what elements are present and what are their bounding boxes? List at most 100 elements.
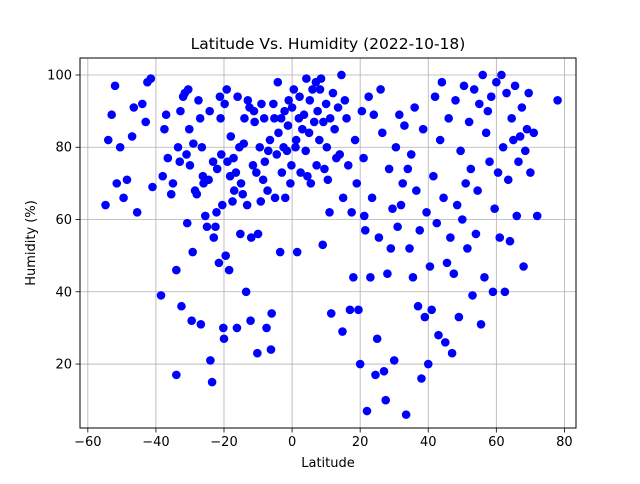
data-point <box>425 262 435 271</box>
data-point <box>250 117 259 127</box>
data-point <box>189 139 198 148</box>
data-point <box>187 316 196 325</box>
data-point <box>439 193 448 203</box>
data-point <box>420 312 430 322</box>
data-point <box>238 189 248 199</box>
data-point <box>258 175 268 185</box>
data-point <box>381 395 391 405</box>
data-point <box>282 146 292 156</box>
data-point <box>292 247 302 257</box>
data-point <box>325 114 335 123</box>
data-point <box>500 287 510 297</box>
data-point <box>345 305 355 315</box>
data-point <box>299 110 309 120</box>
data-point <box>360 226 370 235</box>
data-point <box>158 171 168 181</box>
data-point <box>349 273 358 282</box>
data-point <box>323 175 333 185</box>
data-point <box>101 200 110 210</box>
data-point <box>209 233 219 242</box>
data-point <box>418 124 428 134</box>
data-point <box>129 103 139 112</box>
data-point <box>212 207 221 217</box>
data-point <box>253 229 263 239</box>
data-point <box>204 175 213 185</box>
data-point <box>367 193 377 203</box>
data-point <box>206 356 215 365</box>
data-point <box>305 95 315 105</box>
data-point <box>396 200 406 210</box>
data-point <box>161 110 171 120</box>
axes-frame <box>79 57 577 429</box>
data-point <box>413 301 423 311</box>
data-point <box>359 153 368 163</box>
data-point <box>148 182 157 192</box>
data-point <box>485 157 494 166</box>
data-point <box>176 106 185 116</box>
data-point <box>182 150 191 159</box>
data-point <box>452 200 462 210</box>
data-point <box>185 161 195 170</box>
data-point <box>146 74 156 83</box>
data-point <box>322 142 332 152</box>
data-point <box>252 168 261 177</box>
data-point <box>220 99 229 109</box>
data-point <box>369 110 379 120</box>
data-point <box>315 85 325 94</box>
data-point <box>473 186 482 195</box>
data-point <box>229 186 239 195</box>
data-point <box>141 117 150 127</box>
data-point <box>321 99 331 109</box>
data-point <box>371 370 380 380</box>
data-point <box>395 110 404 120</box>
data-point <box>478 70 488 80</box>
data-point <box>291 135 301 145</box>
data-point <box>463 244 472 253</box>
data-point <box>216 150 226 159</box>
data-point <box>400 121 409 130</box>
data-point <box>242 200 252 210</box>
data-point <box>320 164 329 174</box>
data-point <box>524 88 533 98</box>
data-point <box>259 114 269 123</box>
data-point <box>196 320 206 329</box>
data-point <box>366 273 375 282</box>
data-point <box>132 207 142 217</box>
data-point <box>388 204 397 213</box>
data-point <box>274 128 283 138</box>
data-point <box>208 157 218 166</box>
data-point <box>211 222 220 232</box>
data-point <box>376 85 385 94</box>
data-point <box>510 81 520 91</box>
data-point <box>520 146 530 156</box>
data-point <box>389 356 399 365</box>
data-point <box>195 114 205 123</box>
data-point <box>362 406 372 416</box>
data-point <box>515 132 525 141</box>
data-point <box>522 124 532 134</box>
data-point <box>316 74 326 83</box>
data-point <box>215 92 225 101</box>
data-point <box>401 410 411 419</box>
data-point <box>216 114 225 123</box>
data-point <box>505 236 515 246</box>
data-point <box>398 179 408 188</box>
x-tick-label: 60 <box>488 435 505 450</box>
data-point <box>226 132 236 141</box>
data-point <box>119 193 128 203</box>
data-point <box>192 189 202 199</box>
data-point <box>163 153 173 163</box>
data-point <box>318 240 328 250</box>
data-point <box>481 128 491 138</box>
data-point <box>342 114 351 123</box>
data-point <box>475 99 484 109</box>
data-point <box>408 273 418 282</box>
data-point <box>502 88 511 98</box>
data-point <box>456 146 465 156</box>
x-tick-label: −60 <box>74 435 101 450</box>
data-point <box>241 287 251 297</box>
data-point <box>338 193 348 203</box>
data-point <box>312 161 321 170</box>
data-point <box>200 211 210 221</box>
